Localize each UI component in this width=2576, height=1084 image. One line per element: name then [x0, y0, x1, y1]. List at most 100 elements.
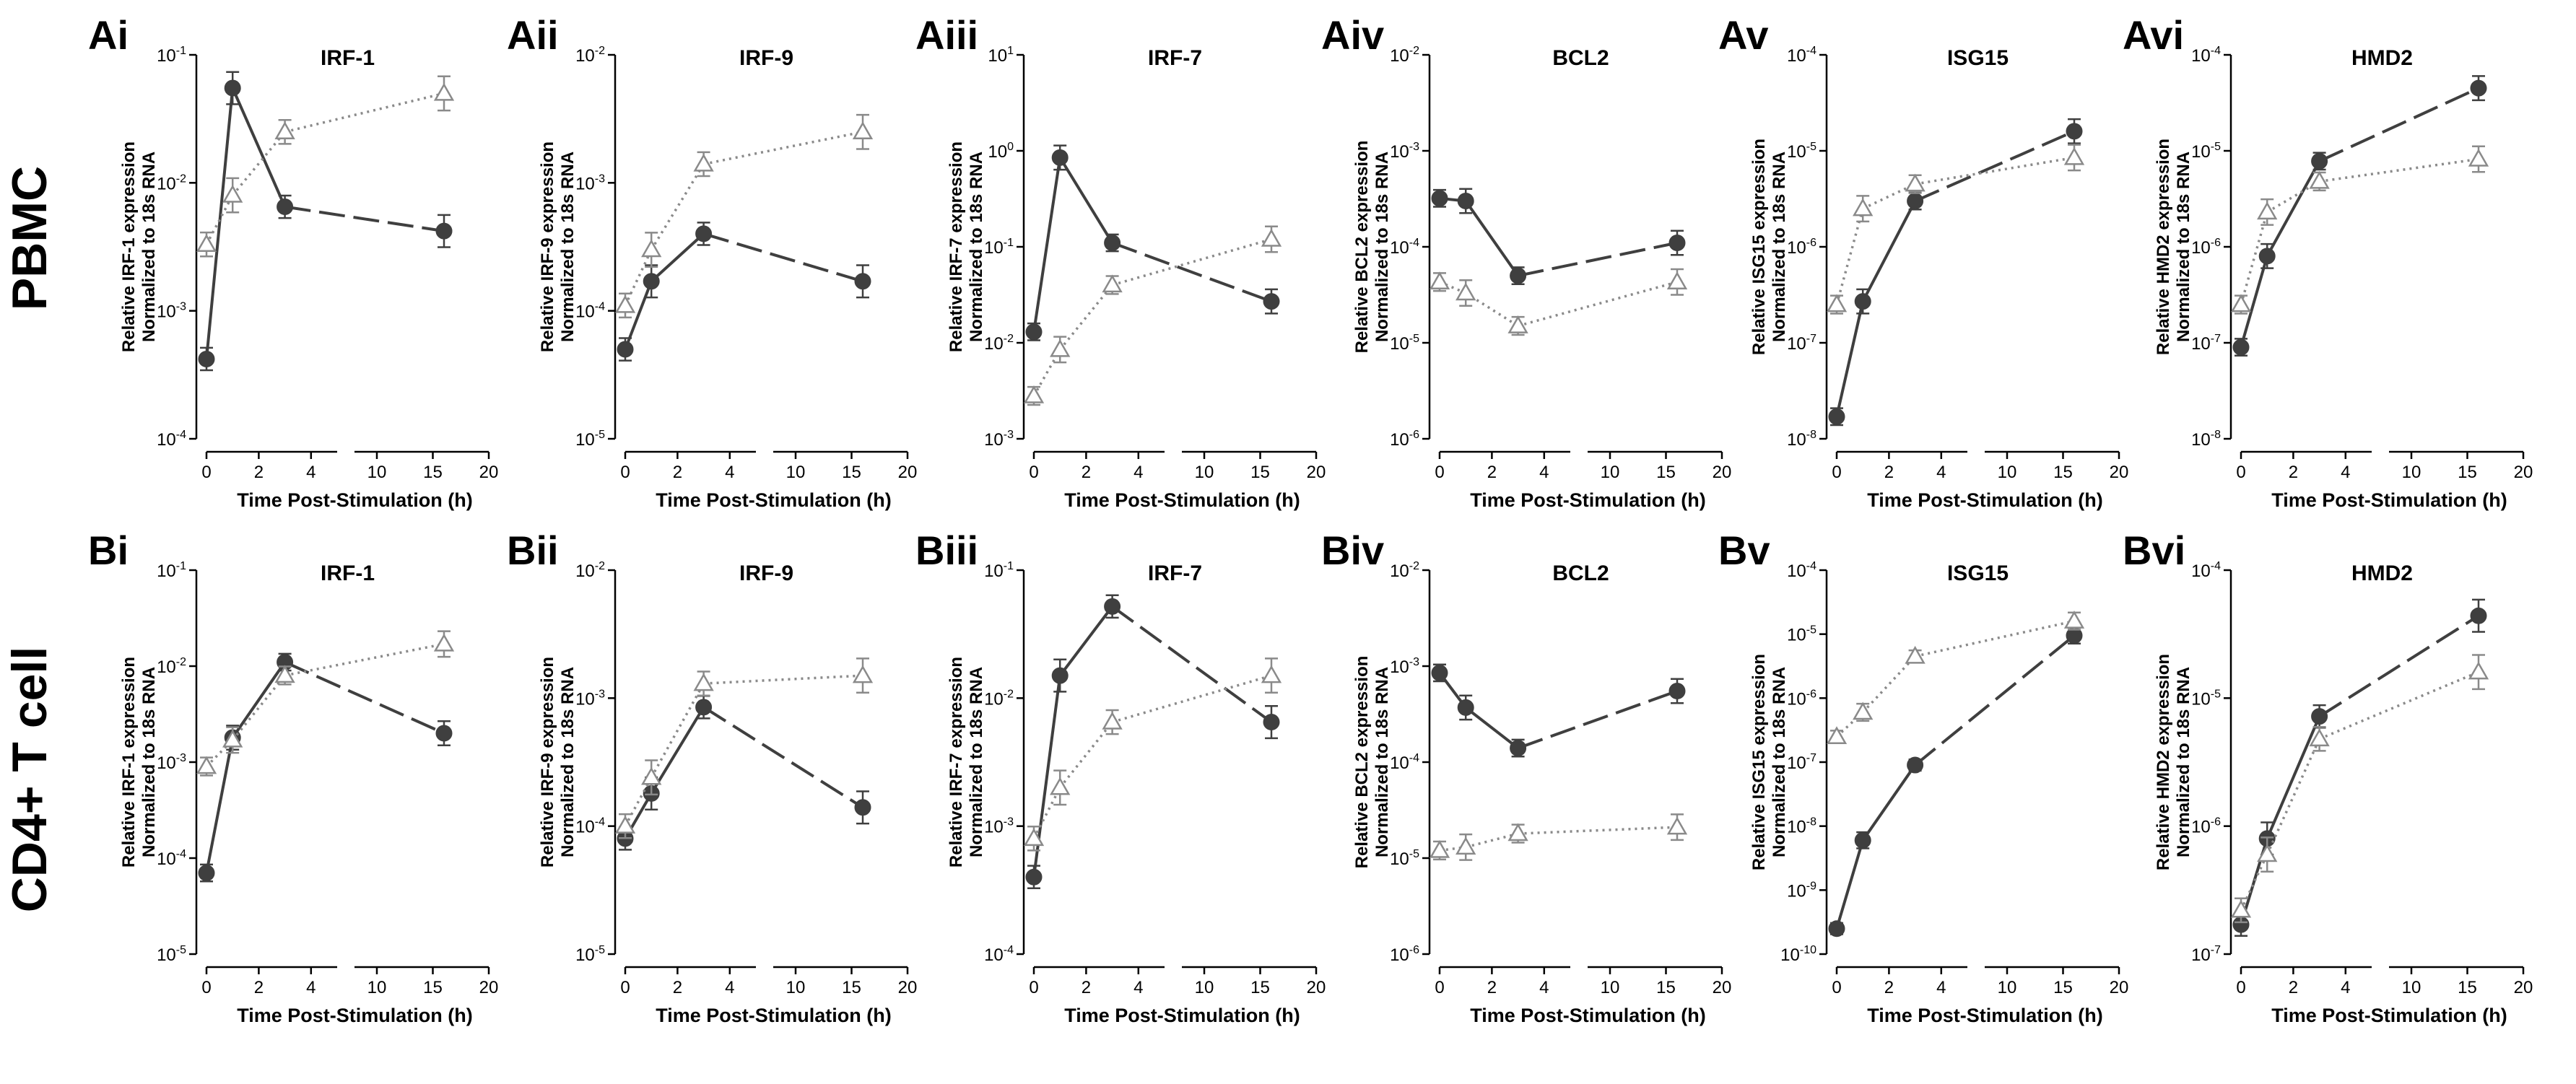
x-axis-label: Time Post-Stimulation (h): [237, 489, 473, 511]
x-tick-label: 4: [1539, 978, 1549, 997]
y-tick-label: 10-6: [1390, 944, 1419, 965]
data-point-circle: [2470, 607, 2487, 624]
y-tick-label: 10-5: [157, 944, 186, 965]
y-tick-label: 10-5: [2191, 141, 2221, 162]
x-axis-label: Time Post-Stimulation (h): [656, 1005, 892, 1026]
data-point-circle: [1668, 234, 1686, 251]
x-tick-label: 0: [2236, 463, 2245, 482]
panel-title: IRF-7: [1148, 46, 1202, 70]
x-tick-label: 15: [1656, 463, 1676, 482]
data-point-triangle: [1455, 282, 1476, 301]
y-axis-label: Relative IRF-1 expression: [119, 657, 139, 867]
x-tick-label: 10: [1195, 978, 1214, 997]
x-tick-label: 0: [1832, 463, 1841, 482]
x-tick-label: 10: [1998, 978, 2017, 997]
series-line-dotted: [284, 642, 445, 677]
series-line-dotted: [703, 674, 863, 685]
y-tick-label: 10-4: [1390, 237, 1419, 258]
panel-title: HMD2: [2351, 46, 2413, 70]
x-tick-label: 10: [367, 978, 387, 997]
panel-Bv: Bv ISG15 10-10 10-9 10-8 10-7 10-6 10-5 10-4 Rela…: [1718, 528, 2128, 1026]
y-tick-label: 10-6: [1390, 429, 1419, 450]
panel-Aii: Aii IRF-9 10-5 10-4 10-3 10-2 Relative IRF-9 e…: [507, 12, 917, 511]
data-point-circle: [695, 699, 713, 716]
y-axis-label-2: Normalized to 18s RNA: [1372, 152, 1392, 342]
data-point-triangle: [1666, 271, 1688, 289]
data-point-circle: [1263, 293, 1280, 310]
data-point-triangle: [2309, 728, 2330, 747]
data-point-circle: [1457, 699, 1474, 716]
series-line-dotted: [231, 674, 286, 741]
x-tick-label: 10: [2402, 463, 2421, 482]
y-tick-label: 10-3: [984, 429, 1014, 450]
data-point-triangle: [1050, 338, 1071, 357]
y-tick-label: 10-4: [2191, 560, 2221, 581]
series-line-solid: [284, 205, 445, 233]
data-point-circle: [1104, 234, 1121, 251]
data-point-circle: [277, 198, 294, 216]
panel-label: Aiii: [915, 12, 978, 58]
y-tick-label: 10-2: [575, 45, 605, 66]
y-tick-label: 10-6: [1787, 237, 1816, 258]
x-tick-label: 4: [725, 978, 734, 997]
y-tick-label: 10-3: [984, 816, 1014, 837]
y-tick-label: 10-5: [1390, 848, 1419, 869]
series-line-solid: [1518, 241, 1678, 277]
data-point-circle: [224, 79, 241, 97]
data-point-triangle: [614, 816, 636, 834]
series-line-solid: [702, 706, 864, 809]
series-line-dotted: [1112, 237, 1272, 287]
y-tick-label: 10-2: [1390, 560, 1419, 581]
panel-title: BCL2: [1552, 561, 1609, 585]
series-line-solid: [1835, 839, 1865, 930]
x-tick-label: 2: [1487, 978, 1497, 997]
y-axis-label-2: Normalized to 18s RNA: [2174, 152, 2193, 342]
series-line-solid: [1861, 764, 1917, 842]
panel-Biv: Biv BCL2 10-6 10-5 10-4 10-3 10-2 Relative BCL2…: [1321, 528, 1731, 1026]
series-line-dotted: [205, 194, 234, 245]
x-tick-label: 20: [898, 978, 918, 997]
series-line-dotted: [1112, 674, 1272, 724]
series-line-dotted: [284, 92, 445, 134]
series-line-solid: [2240, 255, 2269, 348]
x-tick-label: 2: [1884, 978, 1894, 997]
x-axis-label: Time Post-Stimulation (h): [1867, 489, 2103, 511]
series-line-dotted: [2319, 157, 2479, 183]
data-point-circle: [1854, 831, 1871, 849]
data-point-circle: [1025, 868, 1043, 886]
y-tick-label: 10-1: [984, 560, 1014, 581]
series-line-solid: [1464, 706, 1519, 750]
y-tick-label: 100: [988, 141, 1014, 162]
series-line-dotted: [624, 777, 653, 827]
series-line-solid: [2318, 614, 2480, 718]
x-tick-label: 4: [1133, 463, 1143, 482]
series-line-solid: [231, 661, 287, 739]
data-point-circle: [1668, 683, 1686, 700]
data-point-triangle: [1853, 701, 1874, 720]
data-point-circle: [2258, 248, 2276, 265]
y-tick-label: 10-3: [575, 688, 605, 709]
data-point-triangle: [1023, 828, 1045, 847]
data-point-circle: [1104, 598, 1121, 615]
panel-label: Bii: [507, 528, 559, 573]
data-point-triangle: [1102, 274, 1123, 293]
y-tick-label: 10-7: [2191, 333, 2221, 354]
y-tick-label: 10-4: [157, 429, 186, 450]
x-tick-label: 0: [1435, 978, 1444, 997]
x-tick-label: 0: [620, 463, 630, 482]
panel-Bii: Bii IRF-9 10-5 10-4 10-3 10-2 Relative IRF-9 e…: [507, 528, 917, 1026]
y-tick-label: 10-7: [1787, 333, 1816, 354]
series-line-solid: [2318, 87, 2479, 163]
y-tick-label: 10-5: [1787, 141, 1816, 162]
y-tick-label: 10-3: [157, 301, 186, 322]
data-point-circle: [1431, 190, 1448, 207]
panel-title: IRF-7: [1148, 561, 1202, 585]
x-tick-label: 2: [673, 978, 682, 997]
x-axis-label: Time Post-Stimulation (h): [1470, 1005, 1706, 1026]
data-point-circle: [2470, 79, 2487, 97]
x-tick-label: 4: [1936, 463, 1946, 482]
panel-label: Bvi: [2123, 528, 2185, 573]
x-tick-label: 0: [201, 978, 211, 997]
x-tick-label: 10: [1601, 463, 1620, 482]
x-tick-label: 0: [620, 978, 630, 997]
